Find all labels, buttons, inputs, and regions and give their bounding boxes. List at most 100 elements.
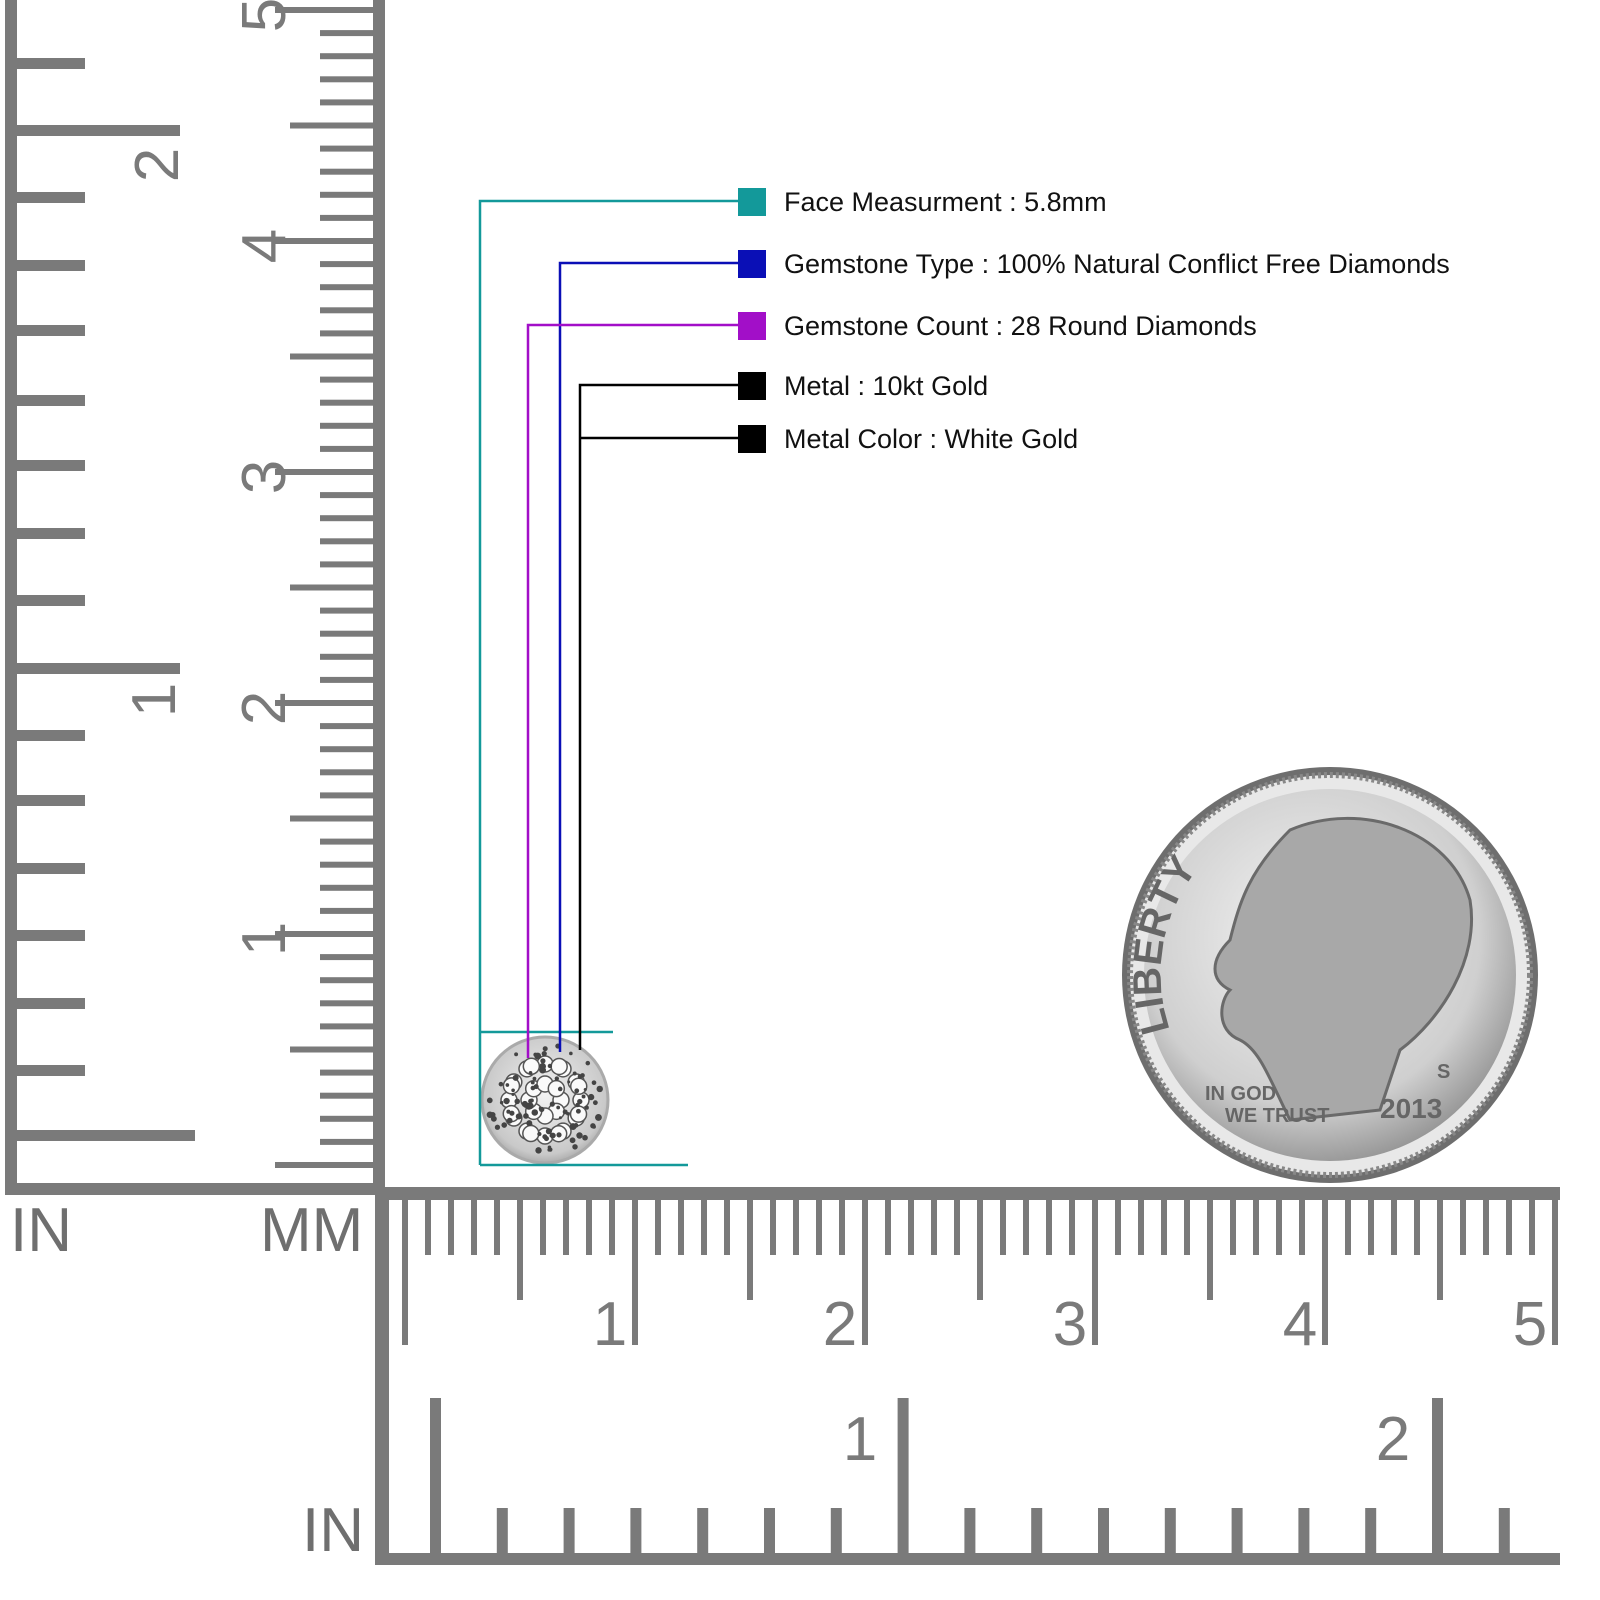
vertical-mm-label: 4 [230,229,299,263]
mm-tick [1552,1200,1558,1345]
mm-tick [724,1200,730,1255]
sparkle-speck [535,1147,542,1154]
inch-tick [15,58,85,69]
mm-tick [320,630,375,637]
sparkle-speck [583,1087,587,1092]
inch-major-tick [430,1398,441,1553]
mm-tick [320,1000,375,1007]
mm-tick [1207,1200,1213,1300]
mm-tick [320,422,375,429]
inch-major-tick [15,125,180,136]
mm-tick [471,1200,477,1255]
inch-tick [630,1508,642,1553]
sparkle-speck [548,1147,553,1152]
sparkle-speck [549,1134,553,1138]
sparkle-speck [506,1117,513,1124]
inch-tick [15,998,85,1009]
sparkle-speck [585,1060,591,1066]
mm-tick [320,1138,375,1145]
sparkle-speck [572,1071,577,1076]
inch-tick [1031,1508,1043,1553]
earring-image [480,1035,610,1165]
mm-tick [275,7,375,13]
black-swatch [738,425,766,453]
mm-tick [632,1200,638,1345]
inch-tick [15,863,85,874]
vertical-inch-label: 1 [120,683,189,717]
sparkle-speck [523,1113,529,1119]
sparkle-speck [494,1124,501,1130]
mm-tick [320,399,375,406]
coin-motto-line2: WE TRUST [1225,1105,1329,1127]
ruler-frame-bottom [5,1183,385,1195]
sparkle-speck [573,1123,579,1128]
mm-tick [290,584,375,591]
mm-tick [320,769,375,776]
sparkle-speck [486,1097,493,1104]
mm-tick [448,1200,454,1255]
mm-tick [320,723,375,730]
ruler-frame-bottom [375,1553,1560,1565]
diamond-stone [569,1105,588,1123]
sparkle-speck [528,1098,533,1104]
mm-tick [839,1200,845,1255]
magenta-swatch [738,312,766,340]
vertical-mm-label: 5 [230,0,299,32]
sparkle-speck [490,1115,497,1122]
mm-tick [1483,1200,1489,1255]
sparkle-speck [554,1076,560,1081]
sparkle-speck [567,1080,571,1084]
sparkle-speck [576,1132,583,1139]
mm-tick [320,145,375,152]
mm-tick [275,931,375,937]
mm-tick [655,1200,661,1255]
mm-tick [275,469,375,475]
inch-tick [15,395,85,406]
mm-tick [1506,1200,1512,1255]
mm-tick [320,884,375,891]
mm-tick [320,607,375,614]
mm-tick [320,954,375,961]
mm-tick [1276,1200,1282,1255]
inch-tick [15,795,85,806]
mm-tick [1115,1200,1121,1255]
mm-tick [320,168,375,175]
mm-tick [320,561,375,568]
mm-tick [320,1115,375,1122]
legend-text: Face Measurment : 5.8mm [784,186,1107,217]
legend-gemstone-count: Gemstone Count : 28 Round Diamonds [738,311,1257,341]
legend-text: Metal Color : White Gold [784,423,1079,454]
mm-tick [320,261,375,268]
inch-tick [15,325,85,336]
mm-tick [1092,1200,1098,1345]
bottom-inch-unit-label: IN [302,1496,364,1565]
mm-tick [885,1200,891,1255]
mm-tick [862,1200,868,1345]
sparkle-speck [549,1101,555,1107]
ruler-frame-left [375,1187,389,1565]
horizontal-mm-label: 2 [823,1290,857,1359]
inch-tick [1498,1508,1510,1553]
mm-tick [816,1200,822,1255]
mm-tick [494,1200,500,1255]
inch-tick [697,1508,709,1553]
mm-tick [290,1046,375,1053]
mm-tick [1046,1200,1052,1255]
sparkle-speck [521,1100,528,1108]
mm-tick [1529,1200,1535,1255]
mm-tick [1184,1200,1190,1255]
mm-tick [770,1200,776,1255]
mm-tick [1460,1200,1466,1255]
ruler-frame-top [375,1187,1560,1200]
mm-tick [275,1162,375,1168]
legend-metal: Metal : 10kt Gold [738,371,988,401]
left-inch-unit-label: IN [10,1196,72,1265]
mm-tick [1023,1200,1029,1255]
diamond-stone [522,1124,540,1143]
inch-tick [15,528,85,539]
sparkle-speck [547,1063,553,1069]
sparkle-speck [498,1081,504,1087]
blue-swatch [738,250,766,278]
mm-tick [701,1200,707,1255]
horizontal-ruler: 1 2 3 4 5 1 2 [375,1187,1560,1565]
